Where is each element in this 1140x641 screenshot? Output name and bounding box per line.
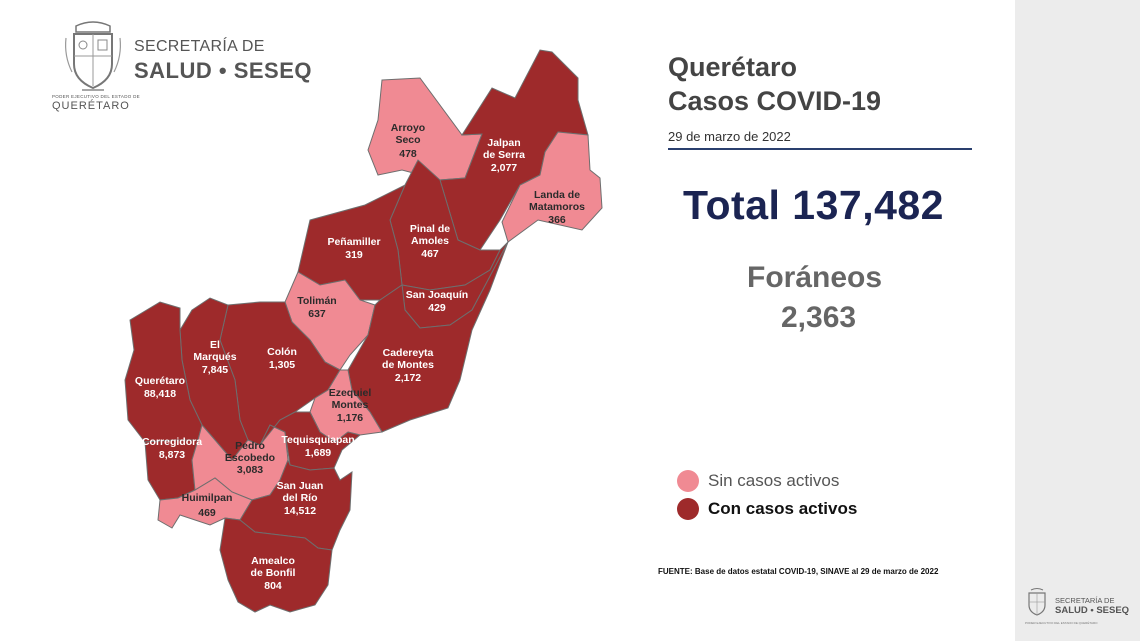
label-pinal-cases: 467 bbox=[421, 248, 439, 260]
foraneos-value: 2,363 bbox=[781, 301, 857, 334]
total-cases: Total 137,482 bbox=[683, 182, 944, 228]
label-jalpan-1: Jalpan bbox=[487, 137, 520, 149]
label-amealco-2: de Bonfil bbox=[251, 567, 296, 579]
label-tequisquiapan-1: Tequisquiapan bbox=[281, 434, 354, 446]
label-san-joaquin-1: San Joaquín bbox=[406, 289, 468, 301]
label-amealco-cases: 804 bbox=[264, 580, 282, 592]
label-pinal-1: Pinal de bbox=[410, 223, 450, 235]
mini-logo-gov: PODER EJECUTIVO DEL ESTADO DE QUERÉTARO bbox=[1025, 621, 1098, 625]
slide: PODER EJECUTIVO DEL ESTADO DE QUERÉTARO … bbox=[50, 14, 972, 630]
label-queretaro-cases: 88,418 bbox=[144, 388, 176, 400]
gov-name-text: QUERÉTARO bbox=[52, 100, 130, 112]
label-colon-cases: 1,305 bbox=[269, 359, 295, 371]
label-jalpan-cases: 2,077 bbox=[491, 162, 517, 174]
label-pedro-1: Pedro bbox=[235, 440, 265, 452]
region-tequisquiapan[interactable] bbox=[259, 411, 362, 471]
report-date: 29 de marzo de 2022 bbox=[668, 129, 791, 144]
label-el-marques-1: El bbox=[210, 339, 220, 351]
title-state: Querétaro bbox=[668, 52, 798, 82]
gov-small-text: PODER EJECUTIVO DEL ESTADO DE bbox=[52, 94, 140, 99]
label-san-juan-1: San Juan bbox=[277, 480, 324, 492]
label-penamiller-cases: 319 bbox=[345, 249, 363, 261]
region-amealco[interactable] bbox=[219, 517, 333, 613]
label-el-marques-2: Marqués bbox=[193, 351, 236, 363]
label-arroyo-seco-2: Seco bbox=[395, 134, 420, 146]
label-pedro-2: Escobedo bbox=[225, 452, 275, 464]
label-amealco-1: Amealco bbox=[251, 555, 295, 567]
label-san-juan-2: del Río bbox=[282, 492, 317, 504]
map-svg: Arroyo Seco 478 Jalpan de Serra 2,077 La… bbox=[124, 49, 603, 613]
legend-swatch-active bbox=[677, 498, 699, 520]
logo-line1: SECRETARÍA DE bbox=[134, 38, 265, 55]
label-cadereyta-1: Cadereyta bbox=[383, 347, 434, 359]
label-colon-1: Colón bbox=[267, 346, 297, 358]
mini-logo-line1: SECRETARÍA DE bbox=[1055, 596, 1115, 605]
legend-label-inactive: Sin casos activos bbox=[708, 471, 840, 490]
label-tequisquiapan-cases: 1,689 bbox=[305, 447, 331, 459]
seseq-logo: PODER EJECUTIVO DEL ESTADO DE QUERÉTARO … bbox=[50, 14, 340, 114]
state-shield-icon bbox=[65, 21, 121, 91]
queretaro-map: Arroyo Seco 478 Jalpan de Serra 2,077 La… bbox=[120, 40, 620, 630]
title-subject: Casos COVID-19 bbox=[668, 86, 882, 116]
label-pinal-2: Amoles bbox=[411, 235, 449, 247]
logo-line2: SALUD • SESEQ bbox=[134, 58, 313, 83]
label-queretaro-1: Querétaro bbox=[135, 375, 185, 387]
label-corregidora-1: Corregidora bbox=[142, 436, 202, 448]
mini-logo-line2: SALUD • SESEQ bbox=[1055, 605, 1130, 616]
region-landa[interactable] bbox=[501, 131, 603, 243]
label-huimilpan-1: Huimilpan bbox=[182, 492, 233, 504]
label-jalpan-2: de Serra bbox=[483, 149, 525, 161]
label-huimilpan-cases: 469 bbox=[198, 507, 216, 519]
label-toliman-1: Tolimán bbox=[297, 295, 336, 307]
label-corregidora-cases: 8,873 bbox=[159, 449, 185, 461]
label-landa-cases: 366 bbox=[548, 214, 566, 226]
label-ezequiel-1: Ezequiel bbox=[329, 387, 372, 399]
legend-label-active: Con casos activos bbox=[708, 499, 858, 518]
label-toliman-cases: 637 bbox=[308, 308, 326, 320]
legend-swatch-inactive bbox=[677, 470, 699, 492]
label-landa-1: Landa de bbox=[534, 189, 580, 201]
label-pedro-cases: 3,083 bbox=[237, 464, 263, 476]
seseq-mini-logo: SECRETARÍA DE SALUD • SESEQ PODER EJECUT… bbox=[1025, 587, 1135, 632]
label-ezequiel-2: Montes bbox=[332, 399, 369, 411]
label-el-marques-cases: 7,845 bbox=[202, 364, 228, 376]
mini-shield-icon bbox=[1028, 588, 1046, 616]
label-cadereyta-2: de Montes bbox=[382, 359, 434, 371]
side-strip bbox=[1015, 0, 1140, 641]
date-underline bbox=[668, 148, 972, 150]
source-note: FUENTE: Base de datos estatal COVID-19, … bbox=[658, 567, 939, 576]
label-arroyo-seco-1: Arroyo bbox=[391, 122, 425, 134]
label-cadereyta-cases: 2,172 bbox=[395, 372, 421, 384]
label-san-joaquin-cases: 429 bbox=[428, 302, 446, 314]
label-arroyo-seco-cases: 478 bbox=[399, 148, 417, 160]
label-ezequiel-cases: 1,176 bbox=[337, 412, 363, 424]
foraneos-label: Foráneos bbox=[747, 261, 883, 294]
label-penamiller-1: Peñamiller bbox=[327, 236, 380, 248]
label-san-juan-cases: 14,512 bbox=[284, 505, 316, 517]
label-landa-2: Matamoros bbox=[529, 201, 585, 213]
